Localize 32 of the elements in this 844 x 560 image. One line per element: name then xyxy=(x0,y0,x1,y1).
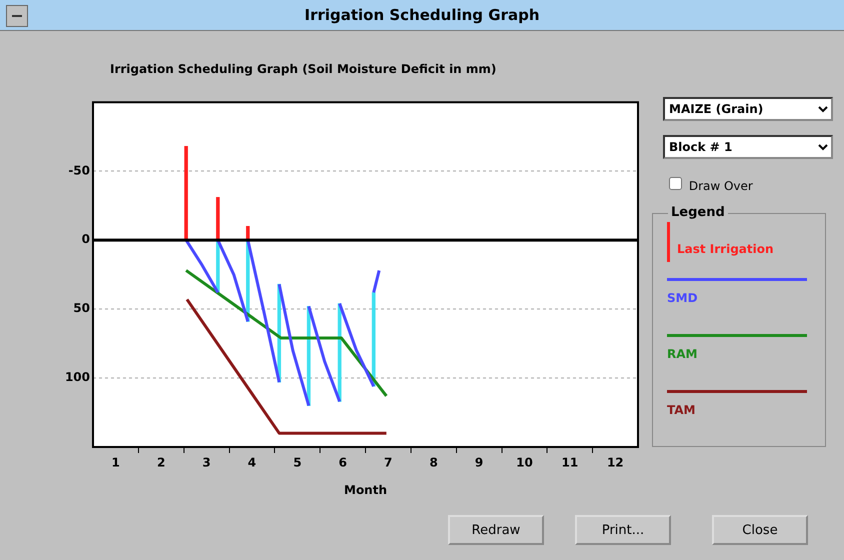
x-tick-label: 7 xyxy=(384,455,392,470)
text: TAM xyxy=(667,403,696,417)
x-tick-label: 8 xyxy=(429,455,438,470)
y-tick-label: 50 xyxy=(73,301,90,316)
x-tick-label: 6 xyxy=(338,455,347,470)
text: SMD xyxy=(667,291,699,305)
x-tick-label: 5 xyxy=(293,455,302,470)
text: Draw Over xyxy=(688,179,753,193)
legend-title: Legend xyxy=(668,205,728,220)
bar xyxy=(216,197,220,240)
text: Last Irrigation xyxy=(677,242,774,256)
y-tick-label: 100 xyxy=(64,370,90,384)
x-tick-label: 1 xyxy=(112,455,120,470)
text: Block # 1 xyxy=(663,135,833,159)
x-tick-label: 4 xyxy=(248,455,256,470)
x-tick-label: 9 xyxy=(474,455,484,470)
text: Close xyxy=(712,515,808,545)
bar xyxy=(184,146,188,240)
chart-title: Irrigation Scheduling Graph xyxy=(0,0,844,31)
y-tick-label: -50 xyxy=(68,163,90,178)
text: Print... xyxy=(575,515,671,545)
y-tick-label: 0 xyxy=(82,232,90,246)
x-tick-label: 12 xyxy=(606,455,624,470)
x-tick-label: 11 xyxy=(562,455,578,470)
text: Redraw xyxy=(448,515,544,545)
x-axis-title: Month xyxy=(344,482,388,497)
x-tick-label: 10 xyxy=(516,455,533,470)
text: MAIZE (Grain) xyxy=(663,97,833,121)
chart-subtitle: Irrigation Scheduling Graph (Soil Moisture Deficit in mm) xyxy=(110,62,496,76)
x-tick-label: 3 xyxy=(202,455,211,470)
x-tick-label: 2 xyxy=(156,455,166,470)
text: RAM xyxy=(667,347,698,361)
